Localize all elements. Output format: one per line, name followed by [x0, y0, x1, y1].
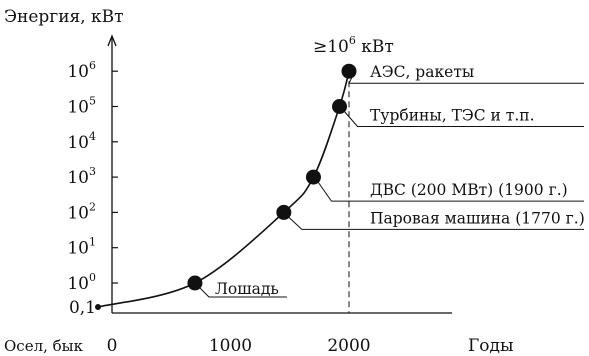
y-axis-arrow [107, 34, 117, 47]
point-annotation: Лошадь [215, 280, 279, 298]
point-annotation: Паровая машина (1770 г.) [370, 209, 585, 227]
peak-annotation: ≥106 кВт [313, 34, 394, 57]
x-tick-label: 2000 [327, 336, 370, 356]
y-tick-label: 103 [67, 165, 96, 188]
data-point [332, 99, 348, 114]
y-tick-labels: 0,1 100 101 102 103 104 105 106 [67, 59, 96, 318]
growth-curve [97, 70, 350, 308]
y-axis-label: Энергия, кВт [4, 7, 124, 27]
data-point [276, 204, 292, 220]
y-tick-label: 102 [67, 200, 96, 223]
leader-lines [199, 74, 584, 298]
x-tick-labels: 0 1000 2000 [107, 336, 371, 356]
leader-line [287, 216, 584, 230]
x-tick-label: 0 [107, 336, 118, 356]
data-point [187, 275, 203, 291]
leader-line [317, 180, 584, 202]
x-tick-label: 1000 [209, 336, 252, 356]
y-tick-label: 105 [67, 95, 96, 118]
point-annotations: Лошадь Паровая машина (1770 г.) ДВС (200 М… [215, 63, 585, 298]
leader-line [199, 287, 287, 298]
y-tick-label: 104 [67, 130, 96, 153]
y-tick-label: 0,1 [69, 298, 96, 318]
leader-line [343, 110, 584, 127]
data-point [341, 63, 357, 79]
y-tick-label: 100 [67, 271, 96, 294]
data-points [95, 63, 357, 310]
axes [107, 34, 452, 314]
data-point [95, 304, 101, 310]
y-tick-label: 106 [67, 59, 96, 82]
point-annotation: АЭС, ракеты [370, 63, 474, 81]
y-tick-label: 101 [67, 236, 96, 259]
x-axis-label: Годы [468, 336, 514, 356]
x-origin-label: Осел, бык [4, 337, 84, 355]
point-annotation: ДВС (200 МВт) (1900 г.) [370, 181, 568, 199]
point-annotation: Турбины, ТЭС и т.п. [370, 107, 535, 125]
data-point [305, 169, 321, 185]
